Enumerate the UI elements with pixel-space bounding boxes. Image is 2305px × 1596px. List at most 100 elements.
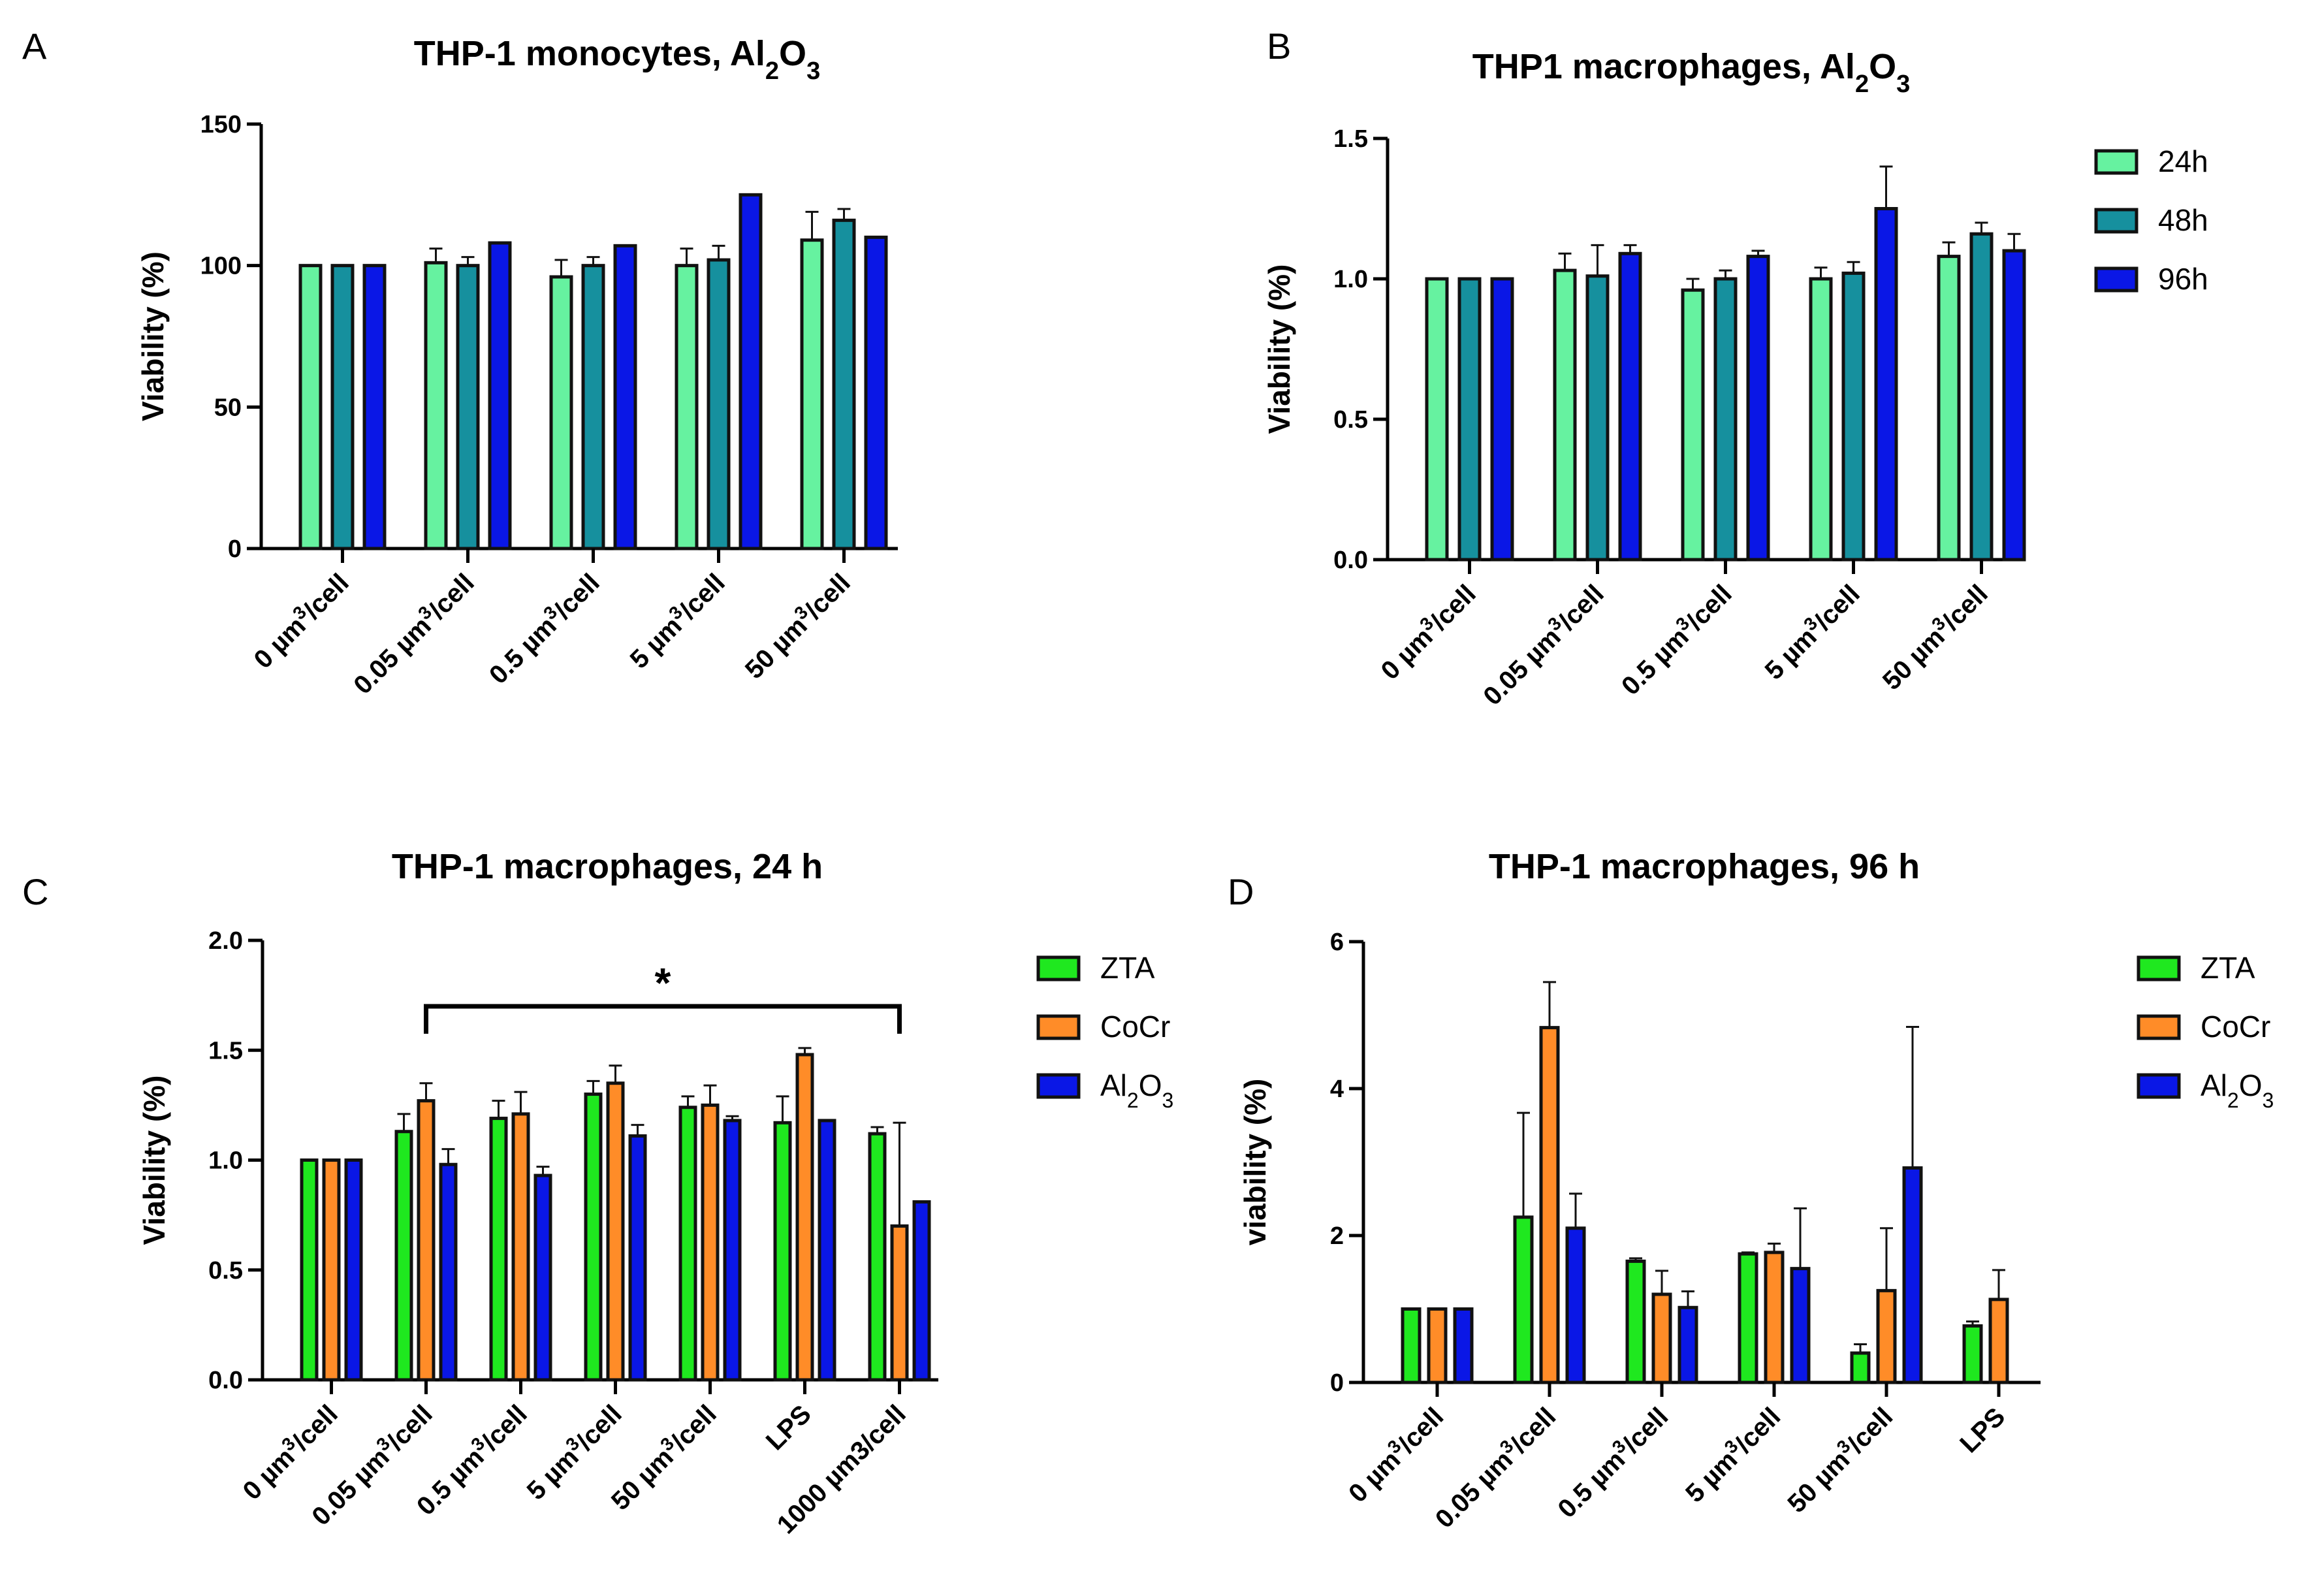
bar: [1618, 251, 1642, 562]
y-tick-label: 0.5: [208, 1257, 243, 1285]
bar: [1651, 1292, 1672, 1384]
bar: [417, 1099, 436, 1382]
bar: [1401, 1307, 1422, 1384]
legend-label: ZTA: [1100, 951, 1155, 985]
y-tick-label: 1.5: [1333, 125, 1368, 153]
bar: [2002, 249, 2026, 562]
y-tick-label: 1.5: [208, 1037, 243, 1064]
bar: [1539, 1026, 1560, 1384]
x-tick-label: 50 µm3/cell: [1875, 577, 1994, 695]
chart-d: THP-1 macrophages, 96 h viability (%) 0 2 4 6…: [1238, 847, 2274, 1534]
bar: [1677, 1305, 1698, 1384]
bar: [533, 1173, 552, 1382]
bar: [1738, 1252, 1758, 1384]
bar: [912, 1200, 931, 1382]
legend-swatch: [2094, 266, 2138, 293]
bar: [613, 244, 637, 551]
y-tick-label: 6: [1330, 929, 1344, 956]
x-tick-label: 0 µm3/cell: [246, 566, 355, 674]
y-tick-label: 0: [228, 535, 242, 563]
legend-swatch: [2094, 208, 2138, 234]
y-tick-label: 1.0: [1333, 266, 1368, 293]
x-tick-label: 5 µm3/cell: [519, 1397, 628, 1505]
legend-label: ZTA: [2201, 951, 2255, 985]
legend-swatch: [2137, 1014, 2181, 1040]
y-tick-label: 0.0: [208, 1367, 243, 1394]
y-tick-label: 0.0: [1333, 547, 1368, 574]
panel-letter-d: D: [1228, 871, 1254, 912]
bar: [511, 1112, 530, 1382]
bar: [1874, 207, 1898, 562]
bar: [1425, 277, 1449, 562]
bar: [1565, 1226, 1586, 1384]
legend-swatch: [2094, 149, 2138, 175]
x-tick-label: 0.5 µm3/cell: [1550, 1399, 1674, 1524]
legend-swatch: [2137, 1073, 2181, 1099]
chart-c: THP-1 macrophages, 24 h Viability (%) 0.0 0…: [137, 847, 1173, 1539]
bar: [549, 275, 573, 551]
bar: [1937, 255, 1961, 562]
x-tick-label: 0.05 µm3/cell: [345, 566, 479, 699]
chart-a: THP-1 monocytes, Al2O3 Viability (%) 0 50 10…: [136, 34, 898, 700]
y-tick-label: 2: [1330, 1222, 1344, 1250]
chart-title: THP1 macrophages, Al2O3: [1472, 47, 1910, 98]
bar: [1841, 271, 1866, 562]
legend-swatch: [1036, 1014, 1081, 1040]
bar: [1809, 277, 1833, 562]
chart-title: THP-1 macrophages, 96 h: [1489, 847, 1920, 886]
legend-label: CoCr: [2201, 1010, 2270, 1044]
bar: [581, 264, 605, 551]
bar: [1850, 1351, 1871, 1384]
x-tick-label: 0 µm3/cell: [1373, 577, 1482, 685]
significance-bracket: [424, 1004, 902, 1034]
chart-title: THP-1 macrophages, 24 h: [392, 847, 823, 886]
bar: [890, 1224, 909, 1382]
bar: [1988, 1298, 2009, 1384]
legend-swatch: [1036, 955, 1081, 982]
bar: [707, 258, 731, 551]
x-tick-label: 5 µm3/cell: [1677, 1399, 1786, 1508]
chart-title: THP-1 monocytes, Al2O3: [414, 34, 820, 85]
bar: [584, 1093, 603, 1382]
x-tick-label: 50 µm3/cell: [1780, 1399, 1899, 1518]
x-tick-label: 0 µm3/cell: [235, 1397, 343, 1505]
panel-letter-c: C: [22, 871, 48, 912]
bar: [701, 1103, 720, 1382]
y-axis-label: Viability (%): [137, 1076, 171, 1245]
bar: [1513, 1215, 1534, 1384]
bar: [773, 1121, 792, 1382]
x-tick-label: 0.05 µm3/cell: [1475, 577, 1609, 710]
panel-letter-b: B: [1267, 25, 1291, 67]
bar: [864, 235, 888, 551]
bar: [362, 264, 387, 551]
x-tick-label: LPS: [1954, 1402, 2011, 1458]
y-tick-label: 0: [1330, 1369, 1344, 1397]
bar: [1876, 1288, 1897, 1384]
bar: [1790, 1267, 1811, 1384]
y-tick-label: 4: [1330, 1076, 1344, 1103]
bar: [488, 241, 512, 551]
x-tick-label: 50 µm3/cell: [737, 566, 856, 684]
y-axis-label: Viability (%): [136, 251, 170, 421]
x-tick-label: 0 µm3/cell: [1341, 1399, 1449, 1508]
bar: [1490, 277, 1514, 562]
bar: [675, 264, 699, 551]
bar: [330, 264, 355, 551]
y-tick-label: 2.0: [208, 927, 243, 955]
bar: [456, 264, 480, 551]
bar: [1902, 1166, 1923, 1384]
bar: [1681, 288, 1705, 562]
legend-swatch: [1036, 1073, 1081, 1099]
legend-label: CoCr: [1100, 1010, 1170, 1044]
significance-label: *: [655, 959, 671, 1006]
bar: [1746, 255, 1770, 562]
bar: [1427, 1307, 1448, 1384]
bar: [1713, 277, 1738, 562]
bar: [298, 264, 323, 551]
bar: [800, 238, 824, 551]
legend-swatch: [2137, 955, 2181, 982]
bar: [439, 1162, 458, 1382]
x-tick-label: 5 µm3/cell: [1757, 577, 1866, 685]
